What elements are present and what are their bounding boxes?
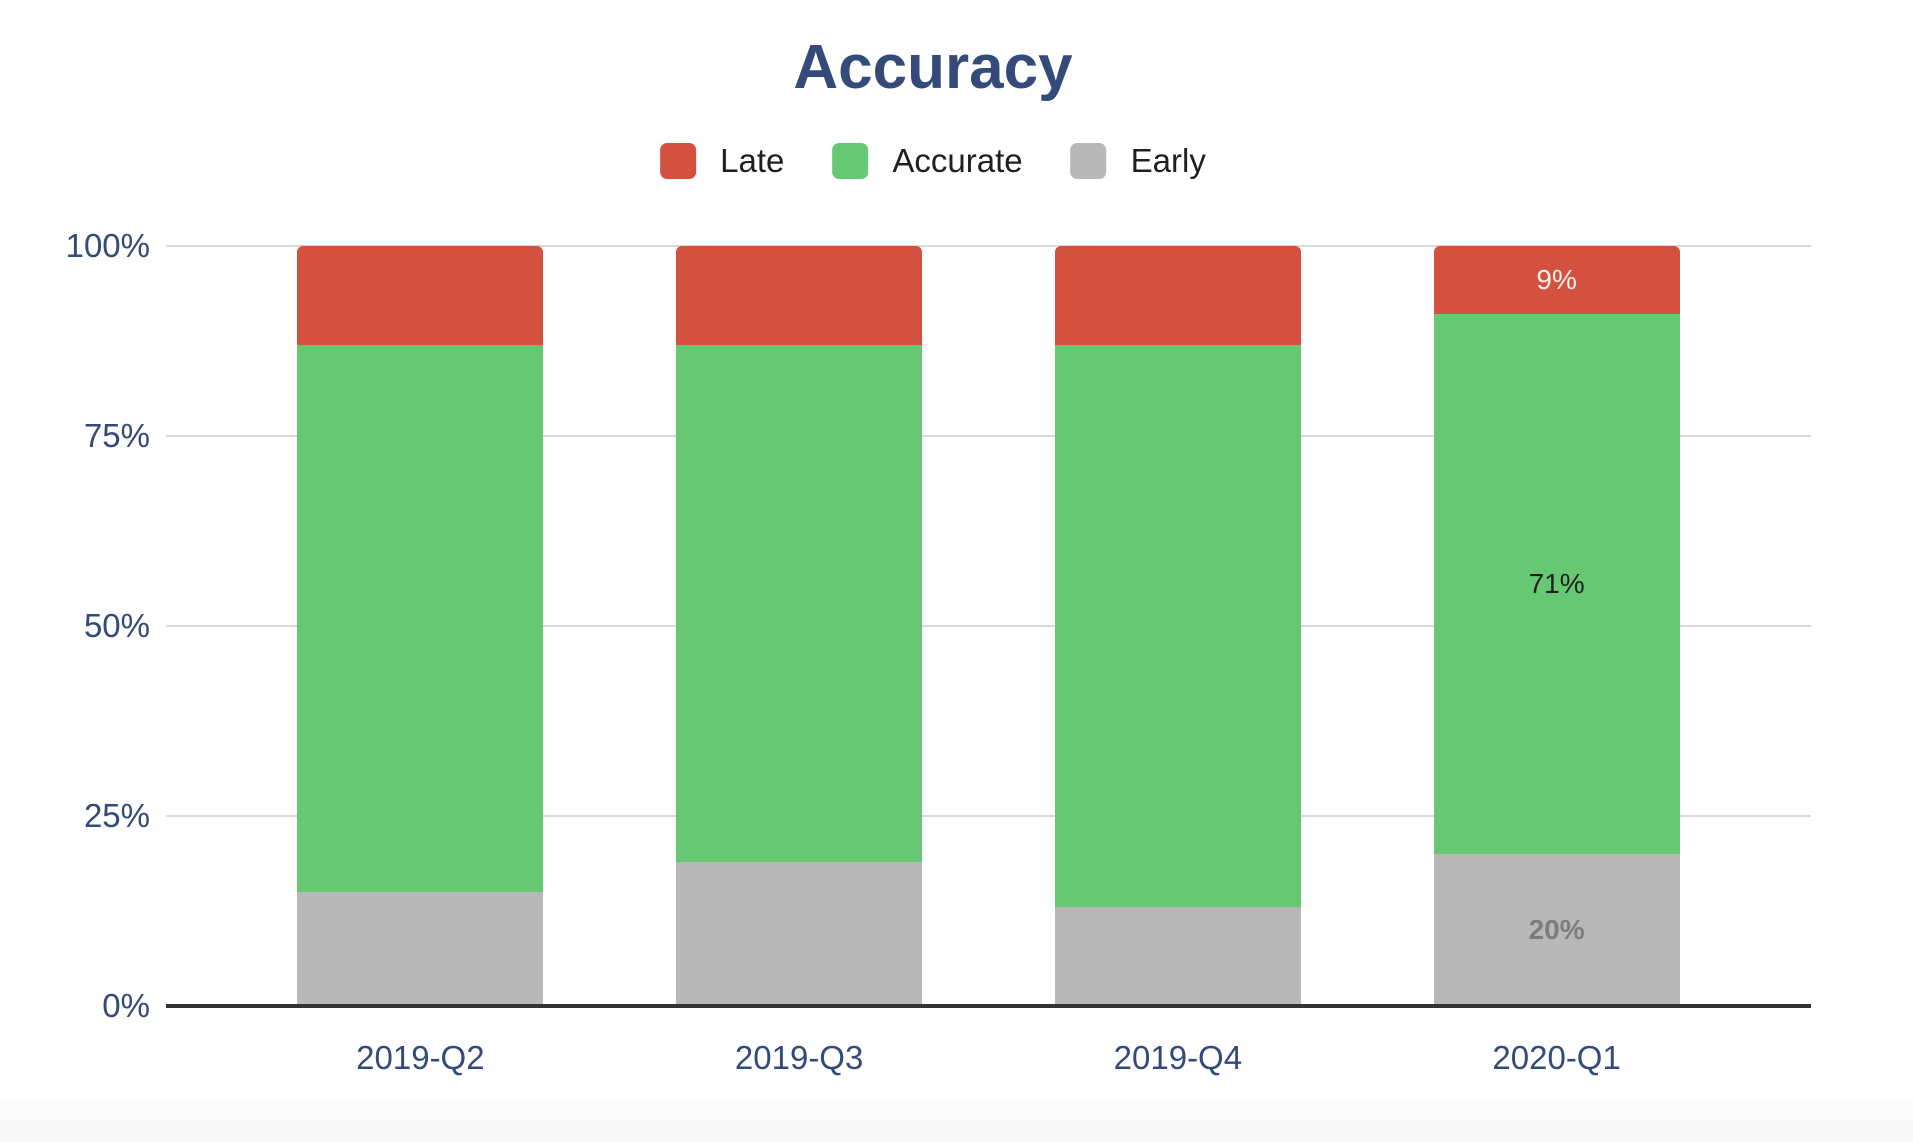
data-label-accurate: 71% bbox=[1528, 568, 1585, 600]
bar-segment-early-2019-q3[interactable] bbox=[676, 861, 923, 1006]
legend-label-early: Early bbox=[1130, 142, 1206, 179]
bar-2019-q2 bbox=[297, 246, 544, 1006]
y-tick-label: 25% bbox=[83, 797, 150, 834]
bar-segment-late-2020-q1[interactable] bbox=[1433, 246, 1680, 315]
legend-label-late: Late bbox=[720, 142, 785, 179]
bar-segment-accurate-2019-q3[interactable] bbox=[676, 344, 923, 862]
page-bottom-strip bbox=[0, 1120, 1913, 1142]
bar-segment-late-2019-q2[interactable] bbox=[297, 246, 544, 345]
chart-legend: Late Accurate Early bbox=[660, 142, 1206, 180]
bar-segment-accurate-2019-q4[interactable] bbox=[1054, 344, 1301, 908]
legend-item-late[interactable]: Late bbox=[660, 142, 784, 180]
y-tick-label: 50% bbox=[83, 607, 150, 644]
plot-area: 100% 75% 50% 25% 0% 2019-Q2 2019-Q3 2019-Q4 2020… bbox=[66, 227, 1811, 1076]
y-tick-label: 75% bbox=[83, 417, 150, 454]
page-bottom-strip-light bbox=[0, 1100, 1913, 1120]
bar-segment-accurate-2020-q1[interactable] bbox=[1433, 314, 1680, 854]
bar-2019-q4 bbox=[1054, 246, 1301, 1006]
data-label-late: 9% bbox=[1536, 264, 1577, 296]
x-tick-label: 2019-Q2 bbox=[356, 1039, 485, 1076]
legend-swatch-early-icon bbox=[1070, 143, 1107, 179]
chart-title: Accuracy bbox=[793, 33, 1073, 102]
legend-label-accurate: Accurate bbox=[892, 142, 1023, 179]
bar-segment-early-2019-q2[interactable] bbox=[297, 891, 544, 1006]
gridline-75 bbox=[166, 435, 1811, 437]
y-tick-label: 100% bbox=[65, 227, 150, 264]
legend-item-early[interactable]: Early bbox=[1070, 142, 1206, 180]
bar-segment-accurate-2019-q2[interactable] bbox=[297, 344, 544, 892]
legend-swatch-accurate-icon bbox=[832, 143, 869, 179]
x-axis-line bbox=[166, 1004, 1811, 1008]
bar-2020-q1 bbox=[1433, 246, 1680, 1006]
bar-segment-early-2019-q4[interactable] bbox=[1054, 907, 1301, 1006]
y-tick-label: 0% bbox=[102, 987, 150, 1024]
bar-segment-late-2019-q3[interactable] bbox=[676, 246, 923, 345]
bar-segment-early-2020-q1[interactable] bbox=[1433, 853, 1680, 1006]
data-label-early: 20% bbox=[1528, 914, 1585, 945]
bar-2019-q3 bbox=[676, 246, 923, 1006]
gridline-100 bbox=[166, 245, 1811, 247]
x-tick-label: 2019-Q3 bbox=[734, 1039, 864, 1076]
legend-swatch-late-icon bbox=[660, 143, 697, 179]
legend-item-accurate[interactable]: Accurate bbox=[832, 142, 1023, 180]
x-tick-label: 2019-Q4 bbox=[1113, 1039, 1243, 1076]
gridline-50 bbox=[166, 625, 1811, 627]
bar-segment-late-2019-q4[interactable] bbox=[1054, 246, 1301, 345]
gridline-25 bbox=[166, 815, 1811, 817]
x-tick-label: 2020-Q1 bbox=[1492, 1039, 1621, 1076]
